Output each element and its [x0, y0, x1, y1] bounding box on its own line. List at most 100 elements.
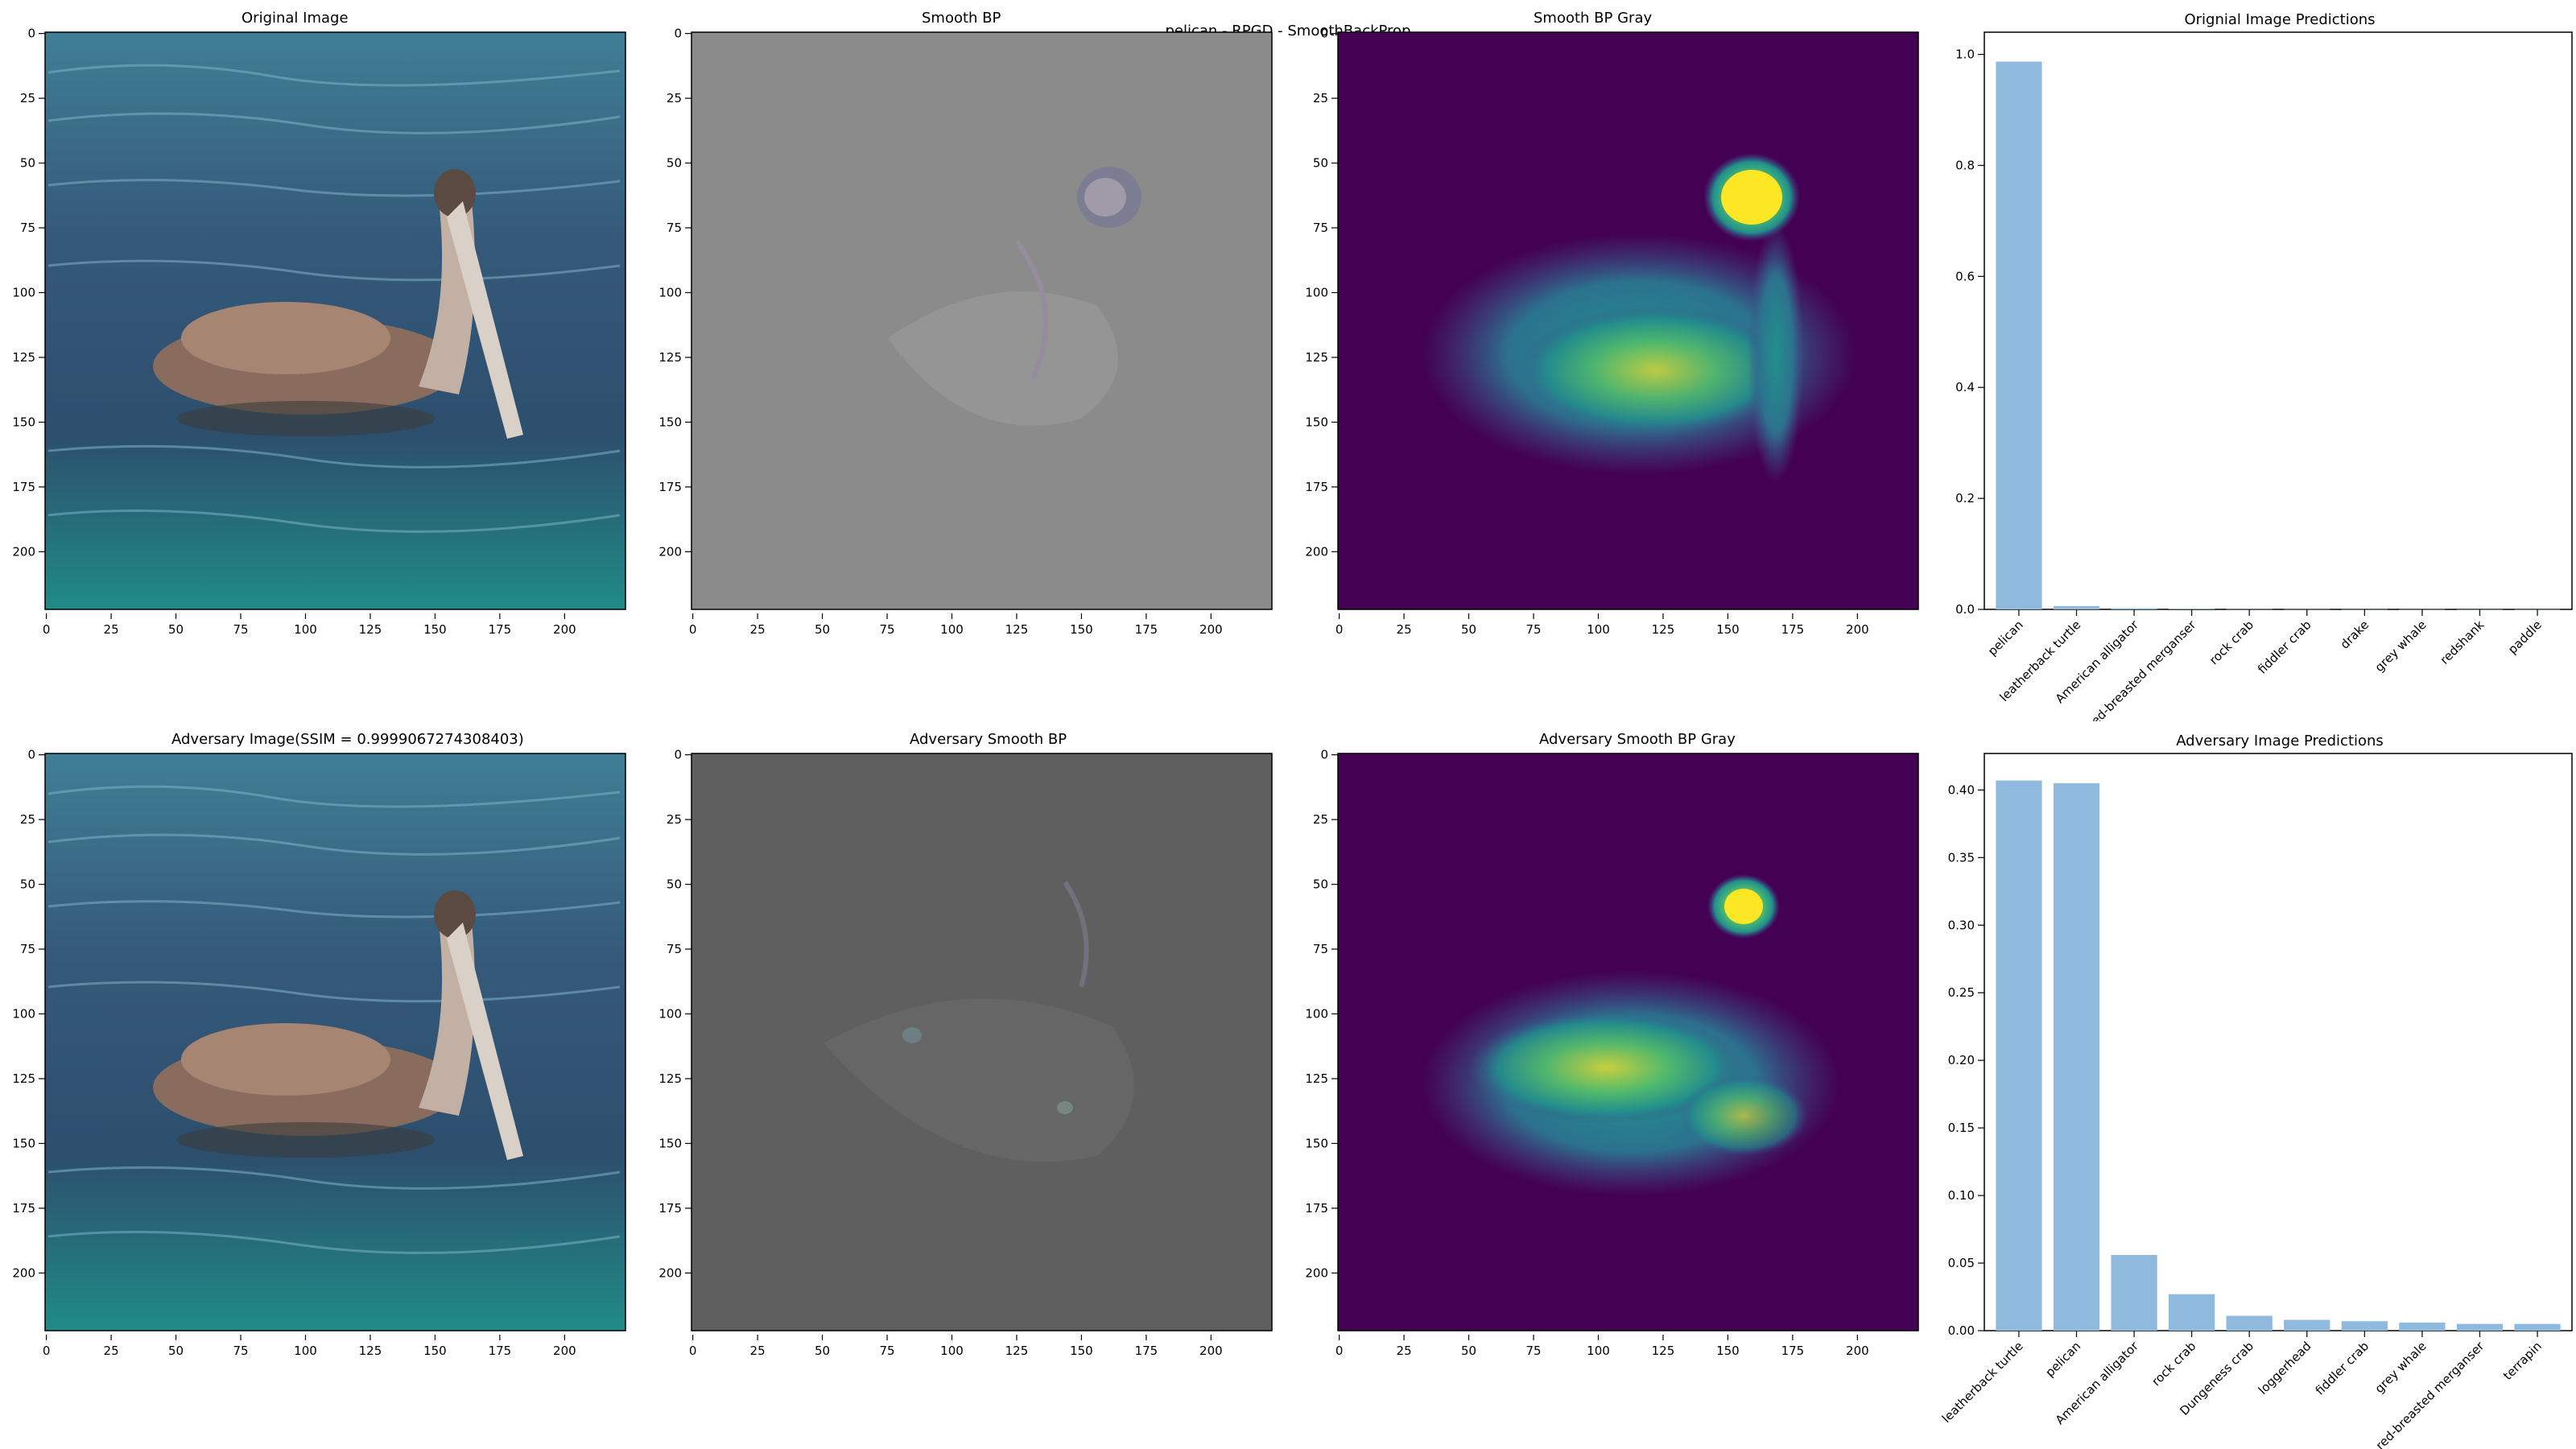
x-tick-label: 175 — [489, 1344, 512, 1358]
y-tick-label: 50 — [20, 156, 35, 171]
plot-frame — [1984, 31, 2573, 610]
x-tick-label: 125 — [1005, 1344, 1029, 1358]
y-tick-label: 0 — [674, 27, 682, 41]
smooth-bp-yticks: 0 25 50 75 100 125 150 175 200 — [658, 27, 691, 559]
y-tick-label: 75 — [667, 942, 682, 956]
x-tick-label: 50 — [815, 622, 830, 637]
adversary-image-yticks: 0 25 50 75 100 125 150 175 200 — [12, 748, 45, 1280]
x-tick-label: drake — [2338, 617, 2372, 652]
y-tick-label: 50 — [1313, 156, 1328, 171]
y-tick-label: 25 — [667, 812, 682, 827]
y-tick-label: 25 — [667, 91, 682, 105]
y-tick-label: 100 — [1305, 1006, 1328, 1021]
original-image-frame — [44, 31, 626, 610]
x-tick-label: 100 — [1587, 1344, 1610, 1358]
adversary-smooth-bp-xticks: 0 25 50 75 100 125 150 175 200 — [689, 1335, 1223, 1358]
x-tick-label: pelican — [1985, 617, 2026, 658]
y-tick-label: 0.05 — [1948, 1256, 1975, 1270]
bar — [2284, 1319, 2330, 1331]
adversary-pelican-figure — [153, 890, 523, 1160]
bar — [1996, 61, 2042, 609]
original-image-panel: 0 25 50 75 100 125 150 175 200 0 25 50 75 100 125 150 1… — [12, 27, 626, 637]
y-tick-label: 125 — [658, 350, 682, 365]
x-tick-label: 0 — [689, 622, 697, 637]
smooth-bp-texture — [888, 167, 1141, 426]
title-smooth-bp: Smooth BP — [922, 10, 1001, 27]
adversary-smooth-bp-texture — [824, 881, 1134, 1162]
x-tick-label: 175 — [1135, 622, 1158, 637]
bar — [2111, 1254, 2157, 1331]
x-tick-label: rock crab — [2149, 1339, 2198, 1389]
smooth-bp-xticks: 0 25 50 75 100 125 150 175 200 — [689, 613, 1223, 637]
y-tick-label: 0.6 — [1955, 269, 1975, 283]
x-tick-label: 150 — [423, 1344, 447, 1358]
x-tick-label: 0 — [689, 1344, 697, 1358]
x-tick-label: 100 — [294, 1344, 317, 1358]
y-tick-label: 200 — [1305, 544, 1328, 559]
x-tick-label: 200 — [1199, 622, 1223, 637]
y-tick-label: 100 — [1305, 285, 1328, 299]
x-tick-label: 75 — [1525, 622, 1541, 637]
y-tick-label: 0.35 — [1948, 850, 1975, 865]
y-tick-label: 125 — [1305, 1071, 1328, 1086]
bar — [2053, 782, 2100, 1331]
x-tick-label: terrapin — [2500, 1339, 2545, 1383]
y-tick-label: 175 — [658, 1201, 682, 1216]
x-tick-label: 25 — [104, 1344, 119, 1358]
y-tick-label: 0 — [27, 748, 35, 762]
y-tick-label: 75 — [667, 221, 682, 235]
y-tick-label: 0 — [27, 27, 35, 41]
bar — [2053, 605, 2100, 609]
x-tick-label: 175 — [489, 622, 512, 637]
original-predictions-title: Orignial Image Predictions — [2184, 11, 2375, 28]
y-tick-label: 25 — [1313, 91, 1328, 105]
x-tick-label: 0 — [1335, 622, 1344, 637]
y-tick-label: 75 — [1313, 221, 1328, 235]
y-tick-label: 0.20 — [1948, 1053, 1975, 1067]
y-tick-label: 50 — [667, 156, 682, 171]
x-tick-label: fiddler crab — [2255, 617, 2314, 677]
smooth-bp-gray-xticks: 0 25 50 75 100 125 150 175 200 — [1335, 613, 1869, 637]
y-tick-label: 75 — [1313, 942, 1328, 956]
x-tick-label: 0 — [1335, 1344, 1344, 1358]
y-tick-label: 0.0 — [1955, 602, 1975, 617]
adversary-smooth-bp-gray-panel: 0 25 50 75 100 125 150 175 200 0 25 50 75 100 125 150 1… — [1305, 748, 1919, 1358]
x-tick-label: 175 — [1781, 1344, 1805, 1358]
bar — [2341, 1321, 2388, 1331]
y-tick-label: 175 — [12, 480, 35, 494]
x-tick-label: 200 — [1199, 1344, 1223, 1358]
adversary-predictions-chart: Adversary Image Predictions 0.00 0.05 0.10… — [1939, 733, 2573, 1449]
x-tick-label: 100 — [294, 622, 317, 637]
smooth-bp-panel: 0 25 50 75 100 125 150 175 200 0 25 50 75 100 125 150 1… — [658, 27, 1273, 637]
x-tick-label: 125 — [359, 622, 382, 637]
y-tick-label: 200 — [1305, 1265, 1328, 1280]
y-tick-label: 150 — [1305, 1136, 1328, 1150]
x-tick-label: rock crab — [2207, 617, 2256, 667]
x-tick-label: 100 — [940, 1344, 964, 1358]
x-tick-label: 125 — [359, 1344, 382, 1358]
x-tick-label: red-breasted merganser — [2373, 1339, 2487, 1449]
y-tick-label: 0.2 — [1955, 491, 1975, 506]
x-tick-label: 150 — [423, 622, 447, 637]
x-tick-label: 0 — [43, 622, 51, 637]
x-tick-label: 125 — [1005, 622, 1029, 637]
y-tick-label: 0 — [1320, 748, 1328, 762]
y-tick-label: 0.10 — [1948, 1188, 1975, 1203]
title-adversary-smooth-bp-gray: Adversary Smooth BP Gray — [1539, 731, 1736, 748]
x-tick-label: 150 — [1716, 1344, 1740, 1358]
y-tick-label: 0.30 — [1948, 918, 1975, 932]
y-tick-label: 1.0 — [1955, 47, 1975, 62]
y-tick-label: 150 — [12, 415, 35, 429]
y-tick-label: 200 — [12, 544, 35, 559]
y-tick-label: 200 — [658, 544, 682, 559]
y-tick-label: 50 — [667, 877, 682, 892]
original-image-ripples — [47, 64, 621, 533]
y-tick-label: 0.00 — [1948, 1323, 1975, 1338]
original-image-yticks: 0 25 50 75 100 125 150 175 200 — [12, 27, 45, 559]
x-tick-label: 75 — [879, 622, 894, 637]
y-tick-label: 25 — [20, 812, 35, 827]
y-tick-label: 125 — [1305, 350, 1328, 365]
adversary-predictions-plot: 0.00 0.05 0.10 0.15 0.20 0.25 0.30 0.35 0.40 leat… — [1939, 753, 2573, 1449]
y-tick-label: 25 — [20, 91, 35, 105]
